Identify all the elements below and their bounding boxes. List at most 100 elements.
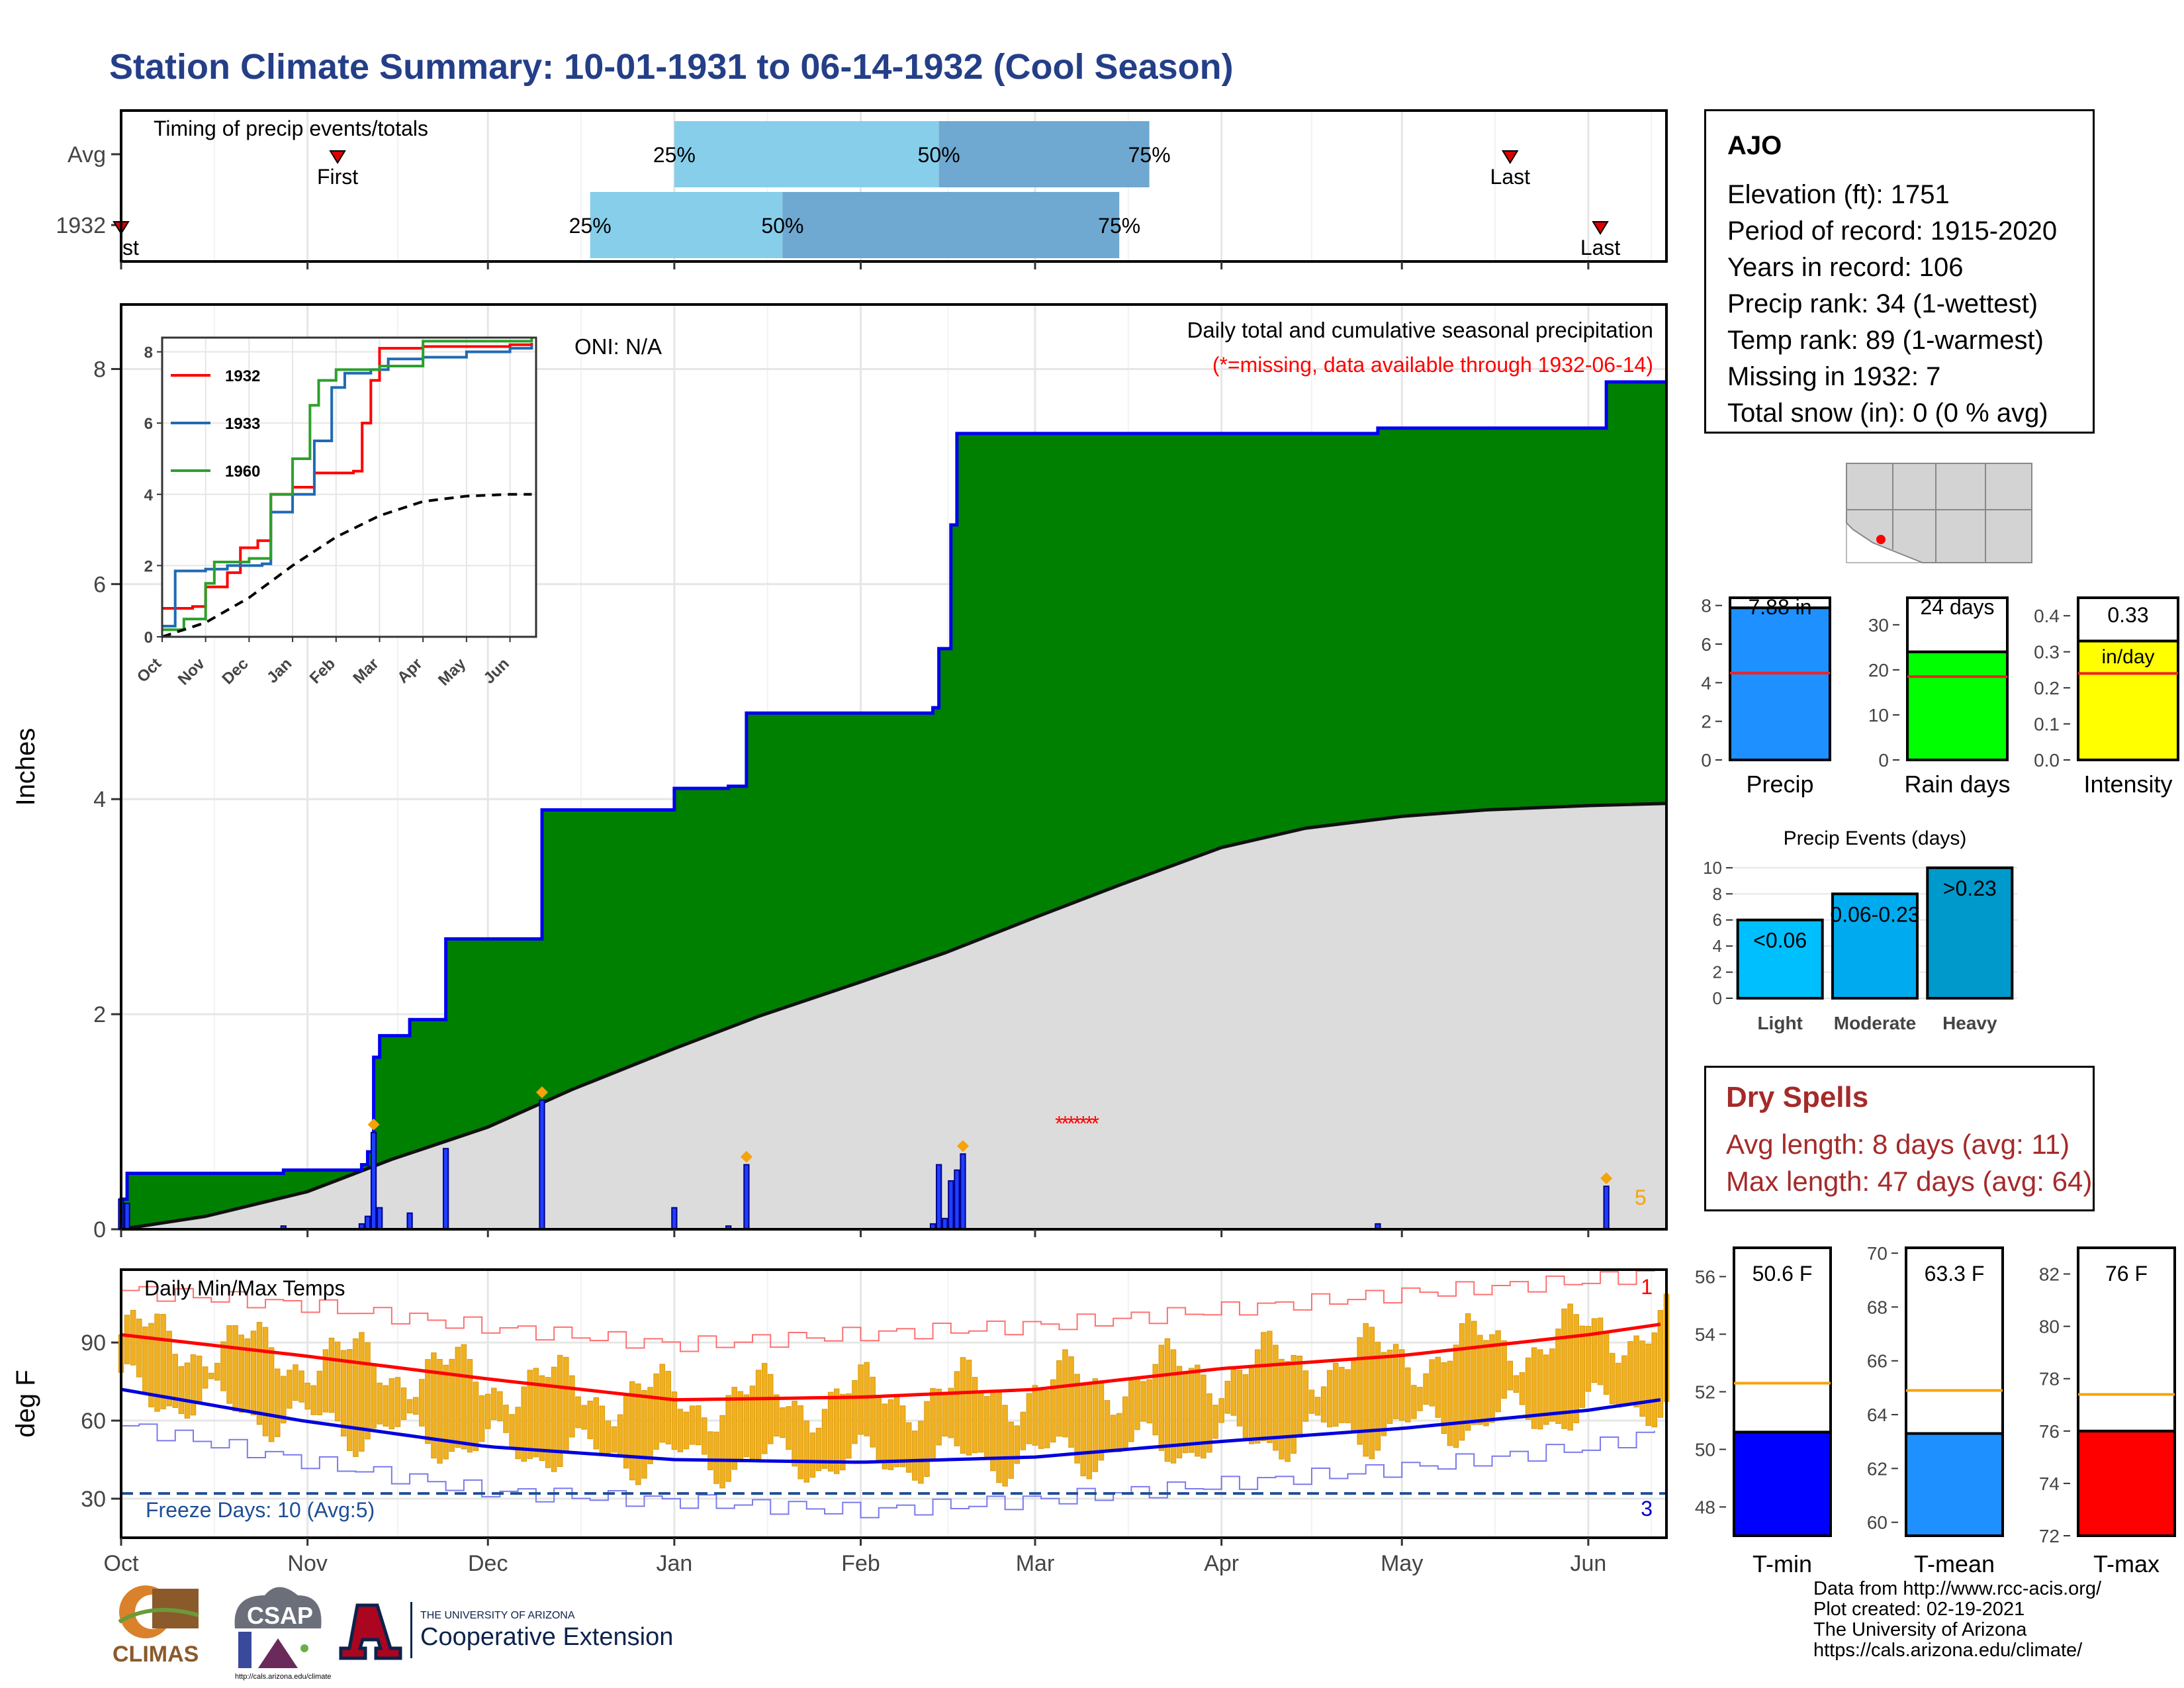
month-label: Oct (104, 1551, 139, 1576)
daily-temp-bar (1302, 1370, 1309, 1422)
station-info-line: Precip rank: 34 (1-wettest) (1727, 289, 2038, 318)
daily-temp-bar (491, 1387, 497, 1420)
daily-precip-bar (442, 1148, 449, 1230)
daily-temp-bar (960, 1357, 966, 1454)
daily-temp-bar (533, 1368, 539, 1458)
daily-temp-bar (557, 1354, 563, 1468)
summary-unit-label: in/day (2101, 646, 2154, 668)
events-category-label: Moderate (1834, 1013, 1916, 1033)
daily-temp-bar (1507, 1360, 1513, 1391)
daily-temp-bar (1465, 1313, 1471, 1431)
daily-temp-bar (316, 1370, 323, 1415)
record-marker (740, 1150, 752, 1163)
daily-temp-bar (1357, 1337, 1363, 1445)
daily-temp-bar (864, 1362, 870, 1436)
daily-temp-bar (713, 1431, 719, 1484)
summary-y-label: 72 (2039, 1526, 2060, 1546)
inset-bg (162, 338, 536, 637)
summary-value-label: 50.6 F (1752, 1262, 1813, 1286)
events-y-label: 8 (1713, 884, 1722, 904)
inset-y-label: 6 (144, 415, 153, 433)
daily-temp-bar (1471, 1321, 1477, 1425)
inset-y-label: 2 (144, 557, 153, 575)
daily-temp-bar (1411, 1385, 1417, 1419)
daily-temp-bar (1543, 1354, 1549, 1425)
daily-temp-bar (1230, 1368, 1237, 1416)
daily-temp-bar (1417, 1387, 1423, 1411)
ua-logo: THE UNIVERSITY OF ARIZONA Cooperative Ex… (339, 1602, 673, 1660)
daily-temp-bar (1170, 1349, 1177, 1464)
events-bar (1926, 866, 2014, 1000)
daily-temp-bar (737, 1391, 744, 1460)
summary-y-label: 20 (1868, 660, 1889, 680)
daily-temp-bar (1429, 1359, 1435, 1407)
events-bar (1831, 892, 1919, 1000)
summary-y-label: 52 (1695, 1382, 1715, 1403)
daily-temp-bar (1399, 1349, 1405, 1421)
daily-temp-bar (539, 1375, 545, 1462)
events-bar-label: <0.06 (1753, 929, 1807, 953)
daily-temp-bar (1591, 1318, 1598, 1383)
daily-temp-bar (431, 1352, 437, 1459)
daily-temp-bar (1285, 1361, 1291, 1462)
summary-bar-remainder (1905, 1246, 2004, 1435)
daily-temp-bar (1267, 1331, 1273, 1443)
daily-temp-bar (1014, 1425, 1020, 1464)
summary-y-label: 8 (1701, 596, 1711, 616)
daily-temp-bar (569, 1375, 575, 1438)
station-info-line: Elevation (ft): 1751 (1727, 180, 1950, 209)
daily-temp-bar (1002, 1405, 1008, 1487)
daily-temp-bar (268, 1347, 275, 1442)
daily-temp-bar (761, 1362, 768, 1454)
summary-y-label: 60 (1867, 1513, 1888, 1533)
daily-temp-bar (425, 1359, 431, 1444)
missing-marker: * (1067, 1112, 1075, 1136)
daily-temp-bar (220, 1341, 226, 1391)
daily-temp-bar (671, 1391, 678, 1450)
events-bar-label: 0.06-0.23 (1830, 902, 1919, 926)
daily-temp-bar (1122, 1396, 1128, 1451)
daily-temp-bar (1339, 1366, 1345, 1423)
daily-temp-bar (1279, 1358, 1285, 1460)
daily-temp-bar (876, 1395, 882, 1462)
daily-temp-bar (208, 1372, 214, 1380)
daily-precip-bar (124, 1203, 130, 1230)
missing-marker: * (1091, 1112, 1099, 1136)
daily-temp-bar (1351, 1358, 1357, 1431)
locator-map (1846, 463, 2032, 563)
daily-temp-bar (882, 1403, 888, 1470)
timing-bar-q1 (674, 121, 939, 187)
inset-y-label: 0 (144, 629, 153, 647)
daily-temp-bar (394, 1377, 401, 1427)
daily-temp-bar (1291, 1354, 1297, 1454)
daily-temp-bar (1423, 1373, 1429, 1405)
daily-temp-bar (388, 1378, 395, 1430)
temps-title: Daily Min/Max Temps (144, 1276, 345, 1300)
inset-normal-line (161, 492, 532, 638)
daily-temp-bar (1273, 1344, 1279, 1451)
credit-line: Plot created: 02-19-2021 (1813, 1599, 2025, 1620)
daily-temp-bar (930, 1387, 936, 1462)
daily-temp-bar (238, 1335, 244, 1413)
daily-temp-bar (978, 1393, 984, 1453)
daily-precip-bar (960, 1153, 966, 1230)
daily-temp-bar (581, 1405, 587, 1430)
daily-temp-bar (310, 1385, 316, 1415)
daily-temp-bar (893, 1396, 900, 1468)
daily-temp-bar (190, 1354, 197, 1416)
record-marker (535, 1086, 548, 1099)
daily-temp-bar (1597, 1317, 1604, 1385)
daily-temp-bar (1212, 1405, 1218, 1439)
daily-temp-bar (1621, 1355, 1627, 1406)
y-tick-label: 30 (81, 1487, 106, 1512)
daily-temp-bar (449, 1358, 455, 1452)
daily-temp-bar (1483, 1340, 1489, 1427)
daily-temp-bar (1050, 1379, 1056, 1443)
last-marker (1592, 221, 1609, 235)
daily-temp-bar (1627, 1341, 1633, 1404)
daily-temp-bar (1435, 1356, 1441, 1418)
daily-temp-bar (455, 1346, 461, 1448)
daily-temp-bar (936, 1388, 942, 1446)
summary-bar (1905, 1432, 2004, 1537)
